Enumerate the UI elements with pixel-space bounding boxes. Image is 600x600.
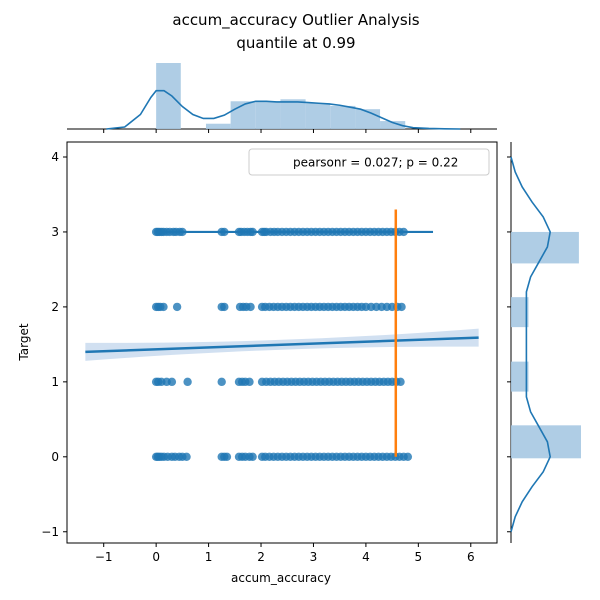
data-point (182, 452, 191, 462)
top-histogram-bar (305, 103, 331, 129)
top-histogram-bar (330, 105, 356, 129)
top-kde-curve (106, 89, 461, 130)
y-tick-label: 3 (51, 225, 59, 239)
x-tick-label: −1 (95, 550, 113, 564)
data-point (246, 302, 255, 312)
y-tick-label: 4 (51, 150, 59, 164)
top-histogram-bar (156, 63, 181, 129)
right-histogram-bar (511, 297, 529, 328)
top-histogram-bar (280, 99, 306, 129)
data-point (397, 302, 406, 312)
y-tick-label: 0 (51, 450, 59, 464)
right-histogram-bar (511, 425, 581, 459)
legend: pearsonr = 0.027; p = 0.22 (248, 148, 490, 176)
y-axis-label: Target (17, 323, 31, 361)
chart-title-line1: accum_accuracy Outlier Analysis (172, 11, 419, 30)
data-point (220, 302, 229, 312)
x-tick-label: 3 (310, 550, 318, 564)
right-kde-curve (510, 156, 552, 532)
x-tick-label: 1 (205, 550, 213, 564)
data-point (245, 377, 254, 387)
top-histogram-bar (230, 101, 256, 129)
y-tick-label: 2 (51, 300, 59, 314)
right-histogram-bar (511, 361, 529, 392)
right-histogram-bar (511, 231, 579, 264)
x-tick-label: 0 (152, 550, 160, 564)
main-plot-area: −1 0 1 2 3 4 5 6 −1 0 1 2 3 4 (41, 141, 498, 564)
data-point (159, 302, 168, 312)
data-point (396, 377, 405, 387)
top-histogram-bar (380, 121, 406, 129)
legend-box (248, 148, 490, 176)
top-histogram-bar (205, 123, 231, 129)
chart-title-line2: quantile at 0.99 (236, 34, 355, 52)
data-point (172, 302, 182, 312)
x-tick-label: 2 (257, 550, 265, 564)
x-tick-label: 6 (467, 550, 475, 564)
data-point (222, 452, 232, 462)
legend-text: pearsonr = 0.027; p = 0.22 (293, 156, 458, 170)
data-point (248, 452, 257, 462)
top-histogram-bar (255, 101, 281, 129)
x-tick-label: 4 (362, 550, 370, 564)
x-axis-label: accum_accuracy (231, 571, 331, 585)
x-tick-label: 5 (415, 550, 423, 564)
right-marginal-histogram (507, 142, 581, 543)
plot-frame (66, 141, 498, 544)
y-tick-label: −1 (41, 525, 59, 539)
data-point (217, 377, 226, 387)
top-marginal-histogram (67, 63, 497, 133)
regression-line (85, 336, 479, 354)
data-point (167, 377, 177, 387)
y-tick-label: 1 (51, 375, 59, 389)
data-point (183, 377, 192, 387)
data-point (403, 452, 413, 462)
